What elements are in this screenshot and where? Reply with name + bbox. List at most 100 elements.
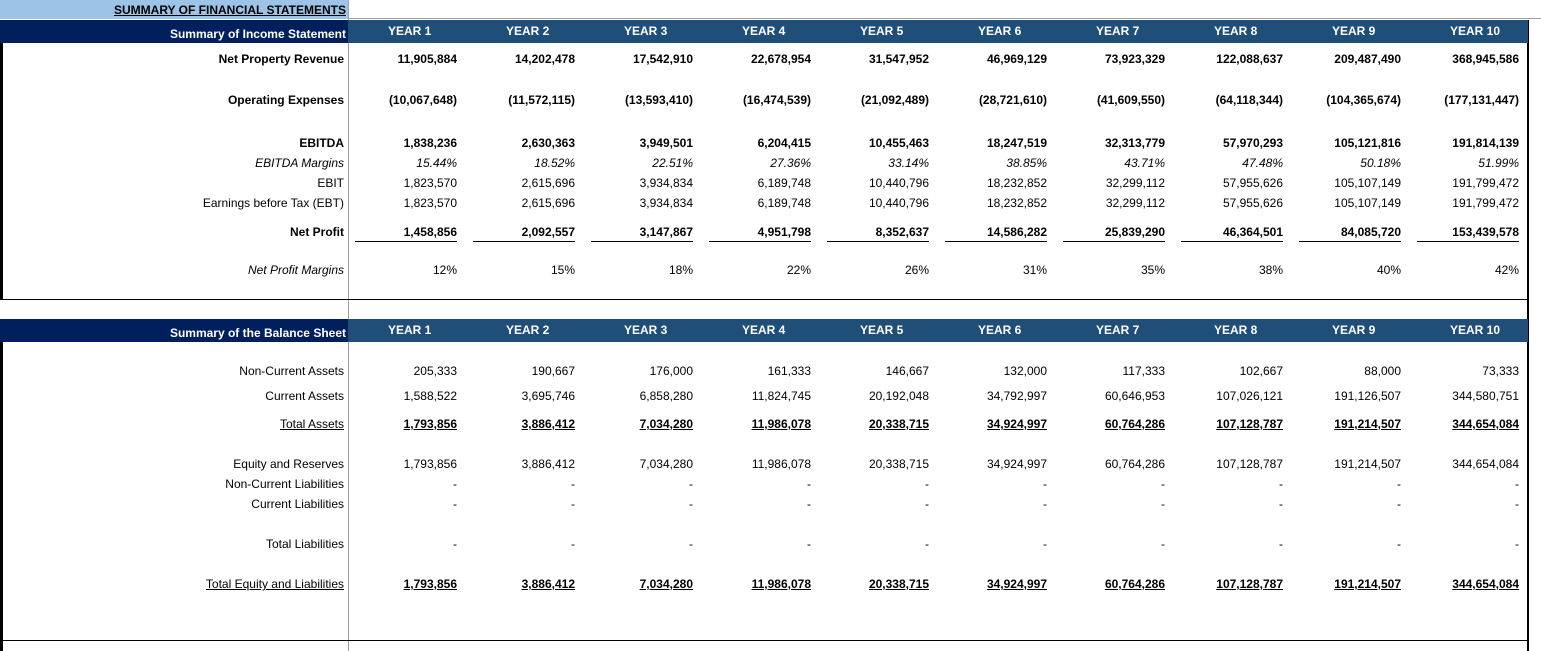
cell-value[interactable]: 15.44% — [346, 154, 464, 172]
section-header[interactable]: Summary of the Balance Sheet — [0, 319, 348, 342]
cell-value[interactable]: 32,299,112 — [1054, 194, 1172, 212]
cell-value[interactable]: 32,299,112 — [1054, 174, 1172, 192]
row-label[interactable]: EBITDA — [0, 134, 346, 152]
cell-value[interactable]: 10,440,796 — [818, 194, 936, 212]
row-label[interactable]: Total Liabilities — [0, 535, 346, 553]
cell-value[interactable]: 1,793,856 — [346, 415, 464, 433]
cell-value[interactable]: 50.18% — [1290, 154, 1408, 172]
cell-value[interactable]: 18,232,852 — [936, 194, 1054, 212]
cell-value[interactable]: 191,799,472 — [1408, 174, 1526, 192]
cell-value[interactable]: 2,092,557 — [464, 223, 582, 242]
row-label[interactable]: Net Profit Margins — [0, 261, 346, 279]
cell-value[interactable]: 117,333 — [1054, 362, 1172, 380]
cell-value[interactable]: 60,646,953 — [1054, 387, 1172, 405]
cell-value[interactable]: 14,202,478 — [464, 50, 582, 68]
cell-value[interactable]: 20,192,048 — [818, 387, 936, 405]
cell-value[interactable]: (28,721,610) — [936, 91, 1054, 109]
cell-value[interactable]: 107,128,787 — [1172, 455, 1290, 473]
cell-value[interactable]: - — [1408, 495, 1526, 513]
cell-value[interactable]: 33.14% — [818, 154, 936, 172]
cell-value[interactable]: 1,823,570 — [346, 174, 464, 192]
cell-value[interactable]: 344,654,084 — [1408, 575, 1526, 593]
cell-value[interactable]: 1,823,570 — [346, 194, 464, 212]
cell-value[interactable]: 1,838,236 — [346, 134, 464, 152]
cell-value[interactable]: 8,352,637 — [818, 223, 936, 242]
cell-value[interactable]: - — [818, 475, 936, 493]
cell-value[interactable]: - — [464, 495, 582, 513]
row-label[interactable]: Current Assets — [0, 387, 346, 405]
cell-value[interactable]: 3,949,501 — [582, 134, 700, 152]
cell-value[interactable]: - — [936, 535, 1054, 553]
year-header[interactable]: YEAR 6 — [978, 323, 1022, 337]
row-label[interactable]: Non-Current Liabilities — [0, 475, 346, 493]
cell-value[interactable]: - — [936, 475, 1054, 493]
cell-value[interactable]: 105,121,816 — [1290, 134, 1408, 152]
cell-value[interactable]: 12% — [346, 261, 464, 279]
cell-value[interactable]: 34,924,997 — [936, 415, 1054, 433]
cell-value[interactable]: 73,333 — [1408, 362, 1526, 380]
cell-value[interactable]: 1,793,856 — [346, 575, 464, 593]
cell-value[interactable]: 191,214,507 — [1290, 575, 1408, 593]
row-label[interactable]: Total Equity and Liabilities — [0, 575, 346, 593]
cell-value[interactable]: 84,085,720 — [1290, 223, 1408, 242]
cell-value[interactable]: - — [1172, 475, 1290, 493]
cell-value[interactable]: 60,764,286 — [1054, 455, 1172, 473]
cell-value[interactable]: 25,839,290 — [1054, 223, 1172, 242]
year-header[interactable]: YEAR 1 — [388, 323, 432, 337]
cell-value[interactable]: 57,955,626 — [1172, 174, 1290, 192]
row-label[interactable]: Non-Current Assets — [0, 362, 346, 380]
cell-value[interactable]: 11,986,078 — [700, 575, 818, 593]
cell-value[interactable]: 2,630,363 — [464, 134, 582, 152]
cell-value[interactable]: 27.36% — [700, 154, 818, 172]
year-header[interactable]: YEAR 2 — [506, 323, 550, 337]
cell-value[interactable]: 11,905,884 — [346, 50, 464, 68]
year-header[interactable]: YEAR 1 — [388, 24, 432, 38]
cell-value[interactable]: 1,793,856 — [346, 455, 464, 473]
cell-value[interactable]: - — [818, 495, 936, 513]
cell-value[interactable]: 7,034,280 — [582, 455, 700, 473]
year-header[interactable]: YEAR 3 — [624, 24, 668, 38]
cell-value[interactable]: 344,580,751 — [1408, 387, 1526, 405]
cell-value[interactable]: 11,986,078 — [700, 415, 818, 433]
cell-value[interactable]: (177,131,447) — [1408, 91, 1526, 109]
cell-value[interactable]: 368,945,586 — [1408, 50, 1526, 68]
cell-value[interactable]: 11,824,745 — [700, 387, 818, 405]
cell-value[interactable]: 6,189,748 — [700, 194, 818, 212]
cell-value[interactable]: 15% — [464, 261, 582, 279]
row-label[interactable]: Net Property Revenue — [0, 50, 346, 68]
cell-value[interactable]: 22% — [700, 261, 818, 279]
cell-value[interactable]: 132,000 — [936, 362, 1054, 380]
cell-value[interactable]: 46,364,501 — [1172, 223, 1290, 242]
cell-value[interactable]: - — [700, 495, 818, 513]
cell-value[interactable]: - — [1408, 535, 1526, 553]
cell-value[interactable]: 38.85% — [936, 154, 1054, 172]
cell-value[interactable]: 43.71% — [1054, 154, 1172, 172]
row-label[interactable]: EBITDA Margins — [0, 154, 346, 172]
cell-value[interactable]: 46,969,129 — [936, 50, 1054, 68]
cell-value[interactable]: 88,000 — [1290, 362, 1408, 380]
cell-value[interactable]: 35% — [1054, 261, 1172, 279]
cell-value[interactable]: 22,678,954 — [700, 50, 818, 68]
cell-value[interactable]: 146,667 — [818, 362, 936, 380]
cell-value[interactable]: 20,338,715 — [818, 455, 936, 473]
cell-value[interactable]: - — [700, 535, 818, 553]
row-label[interactable]: Operating Expenses — [0, 91, 346, 109]
cell-value[interactable]: 6,204,415 — [700, 134, 818, 152]
cell-value[interactable]: 57,970,293 — [1172, 134, 1290, 152]
cell-value[interactable]: 107,128,787 — [1172, 415, 1290, 433]
cell-value[interactable]: - — [346, 475, 464, 493]
year-header[interactable]: YEAR 4 — [742, 323, 786, 337]
cell-value[interactable]: 20,338,715 — [818, 415, 936, 433]
cell-value[interactable]: 31,547,952 — [818, 50, 936, 68]
cell-value[interactable]: 3,934,834 — [582, 174, 700, 192]
year-header[interactable]: YEAR 9 — [1332, 24, 1376, 38]
cell-value[interactable]: 3,695,746 — [464, 387, 582, 405]
cell-value[interactable]: 32,313,779 — [1054, 134, 1172, 152]
cell-value[interactable]: (21,092,489) — [818, 91, 936, 109]
cell-value[interactable]: 38% — [1172, 261, 1290, 279]
cell-value[interactable]: 6,858,280 — [582, 387, 700, 405]
cell-value[interactable]: 60,764,286 — [1054, 575, 1172, 593]
cell-value[interactable]: (13,593,410) — [582, 91, 700, 109]
cell-value[interactable]: 191,814,139 — [1408, 134, 1526, 152]
cell-value[interactable]: 73,923,329 — [1054, 50, 1172, 68]
